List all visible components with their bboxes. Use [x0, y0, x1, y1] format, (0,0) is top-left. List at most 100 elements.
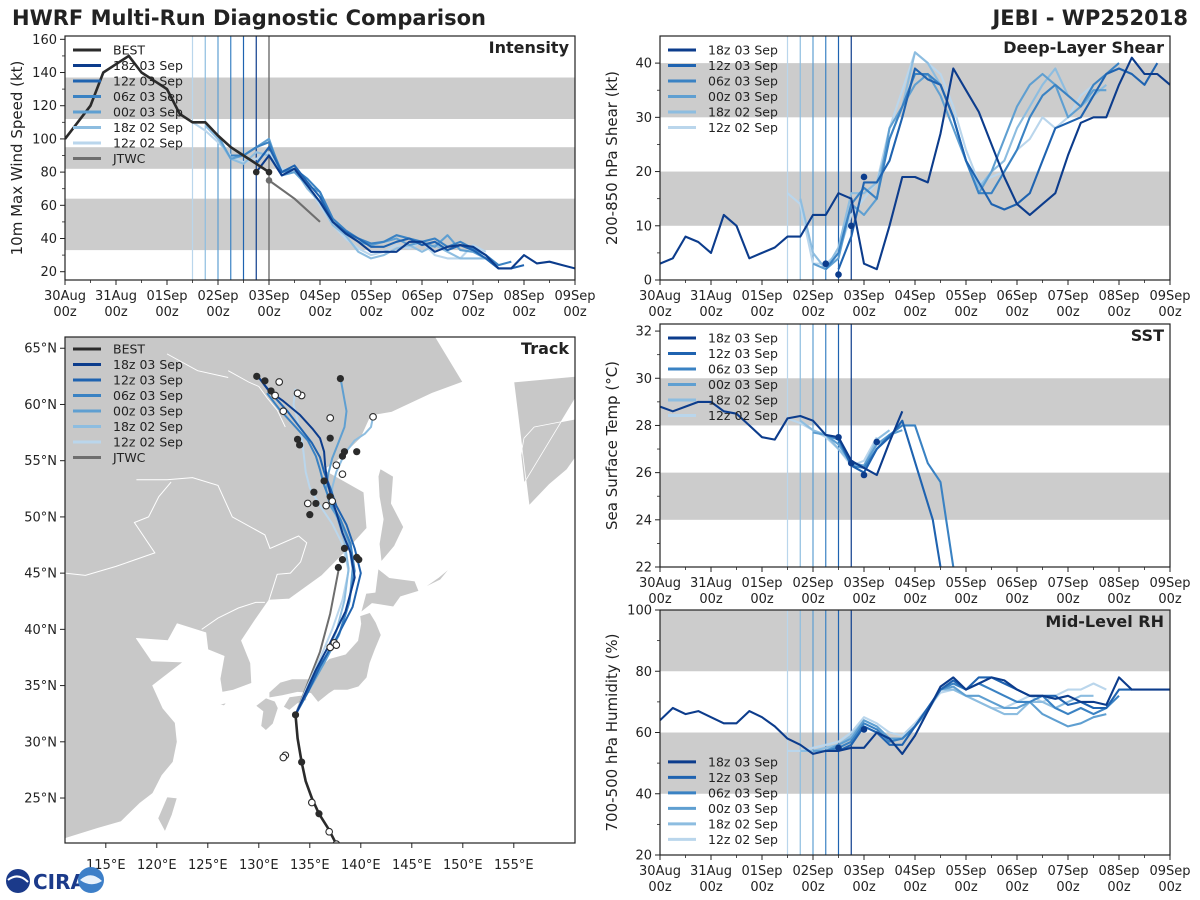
- track-point-06z-03-sep: [271, 391, 279, 400]
- intensity-xtick-hour: 00z: [155, 305, 179, 320]
- track-xtick-label: 120°E: [137, 858, 177, 873]
- sst-series-18z-03-sep: [660, 400, 904, 477]
- sst-xtick-date: 09Sep: [1149, 576, 1190, 591]
- intensity-series-best: [65, 54, 270, 174]
- intensity-legend-label: 06z 03 Sep: [113, 89, 183, 104]
- intensity-ytick-label: 140: [32, 66, 57, 81]
- intensity-series-12z-02-sep: [191, 121, 487, 260]
- sst-panel: 22242628303230Aug00z31Aug00z01Sep00z02Se…: [603, 323, 1191, 607]
- shear-legend-label: 18z 02 Sep: [708, 105, 778, 120]
- shear-xtick-hour: 00z: [750, 305, 774, 320]
- rh-legend-label: 18z 03 Sep: [708, 754, 778, 769]
- track-xtick-label: 125°E: [188, 858, 228, 873]
- shear-legend-label: 12z 03 Sep: [708, 58, 778, 73]
- track-point-06z-03-sep: [353, 448, 361, 456]
- sst-ytick-label: 26: [635, 466, 652, 481]
- track-point-00z-03-sep: [328, 497, 337, 506]
- shear-xtick-hour: 00z: [903, 305, 927, 320]
- rh-xtick-date: 09Sep: [1149, 864, 1190, 879]
- intensity-xtick-date: 31Aug: [95, 289, 137, 304]
- land-taiwan: [157, 796, 178, 833]
- intensity-title: Intensity: [489, 38, 570, 57]
- rh-xtick-hour: 00z: [852, 880, 876, 895]
- track-legend-label: 12z 02 Sep: [113, 435, 183, 450]
- intensity-ytick-label: 120: [32, 99, 57, 114]
- track-point-00z-03-sep: [340, 448, 349, 456]
- land-kamchatka: [513, 375, 575, 507]
- shear-series: [660, 51, 1170, 278]
- land-kuril: [421, 567, 452, 590]
- sst-xtick-hour: 00z: [903, 592, 927, 607]
- rh-ytick-label: 60: [635, 726, 652, 741]
- sst-band: [660, 378, 1170, 426]
- rh-legend-label: 06z 03 Sep: [708, 785, 778, 800]
- intensity-legend-label: BEST: [113, 43, 145, 58]
- track-point-00z-03-sep: [336, 375, 344, 383]
- track-point-06z-03-sep: [355, 556, 363, 564]
- rh-band: [660, 732, 1170, 794]
- intensity-series-jtwc: [268, 179, 321, 223]
- track-point-18z-02-sep: [332, 461, 341, 470]
- track-legend-label: BEST: [113, 342, 145, 357]
- intensity-xtick-hour: 00z: [206, 305, 230, 320]
- sst-xtick-date: 02Sep: [792, 576, 833, 591]
- intensity-series-18z-02-sep: [204, 124, 499, 267]
- track-point-12z-03-sep: [326, 434, 334, 442]
- intensity-point-best: [252, 168, 260, 176]
- rh-xtick-date: 06Sep: [996, 864, 1037, 879]
- intensity-xtick-hour: 00z: [410, 305, 434, 320]
- intensity-point-best: [265, 168, 273, 176]
- track-ytick-label: 50°N: [24, 510, 57, 525]
- logo-globe-icon: [6, 869, 30, 893]
- track-panel: 115°E 120°E 125°E 130°E 135°E 140°E 145°E 150°E…: [24, 336, 576, 873]
- sst-ytick-label: 32: [635, 325, 652, 340]
- shear-ytick-label: 10: [635, 219, 652, 234]
- sst-xtick-hour: 00z: [750, 592, 774, 607]
- country-border: [136, 477, 308, 601]
- rh-title: Mid-Level RH: [1045, 612, 1164, 631]
- rh-xtick-hour: 00z: [1158, 880, 1182, 895]
- sst-xtick-hour: 00z: [1005, 592, 1029, 607]
- shear-xtick-date: 02Sep: [792, 289, 833, 304]
- track-ytick-label: 60°N: [24, 398, 57, 413]
- sst-xtick-hour: 00z: [1056, 592, 1080, 607]
- shear-series-06z-03-sep: [824, 62, 1120, 270]
- sst-ytick-label: 22: [635, 561, 652, 576]
- rh-xtick-hour: 00z: [699, 880, 723, 895]
- shear-ytick-label: 40: [635, 57, 652, 72]
- track-point-12z-03-sep: [340, 544, 349, 552]
- rh-xtick-date: 02Sep: [792, 864, 833, 879]
- rh-series: [660, 676, 1170, 755]
- sst-xtick-date: 03Sep: [843, 576, 884, 591]
- track-point-06z-03-sep: [279, 407, 288, 416]
- shear-point-18z-03-sep: [835, 271, 842, 278]
- track-point-18z-03-sep: [310, 488, 318, 496]
- track-point-12z-03-sep: [261, 377, 269, 385]
- track-ytick-label: 65°N: [24, 342, 57, 357]
- shear-xtick-hour: 00z: [1056, 305, 1080, 320]
- rh-band: [660, 610, 1170, 672]
- track-legend-label: 18z 03 Sep: [113, 357, 183, 372]
- track-point-12z-02-sep: [303, 499, 312, 508]
- sst-xtick-hour: 00z: [648, 592, 672, 607]
- sst-point-18z-03-sep: [860, 471, 868, 479]
- intensity-xtick-hour: 00z: [512, 305, 536, 320]
- intensity-legend-label: 12z 03 Sep: [113, 74, 183, 89]
- sst-xtick-hour: 00z: [1107, 592, 1131, 607]
- shear-xtick-hour: 00z: [954, 305, 978, 320]
- sst-series: [660, 400, 955, 567]
- rh-xtick-hour: 00z: [648, 880, 672, 895]
- intensity-xtick-date: 01Sep: [146, 289, 187, 304]
- intensity-ylabel: 10m Max Wind Speed (kt): [8, 61, 26, 256]
- shear-ytick-label: 0: [644, 274, 652, 289]
- intensity-xtick-hour: 00z: [359, 305, 383, 320]
- intensity-series-12z-03-sep: [242, 146, 525, 270]
- rh-xtick-date: 08Sep: [1098, 864, 1139, 879]
- track-point-18z-03-sep: [296, 441, 304, 449]
- rh-ytick-label: 40: [635, 787, 652, 802]
- track-ytick-label: 45°N: [24, 567, 57, 582]
- rh-xtick-hour: 00z: [903, 880, 927, 895]
- rh-legend-label: 00z 03 Sep: [708, 801, 778, 816]
- shear-xtick-hour: 00z: [852, 305, 876, 320]
- intensity-ytick-label: 20: [40, 265, 57, 280]
